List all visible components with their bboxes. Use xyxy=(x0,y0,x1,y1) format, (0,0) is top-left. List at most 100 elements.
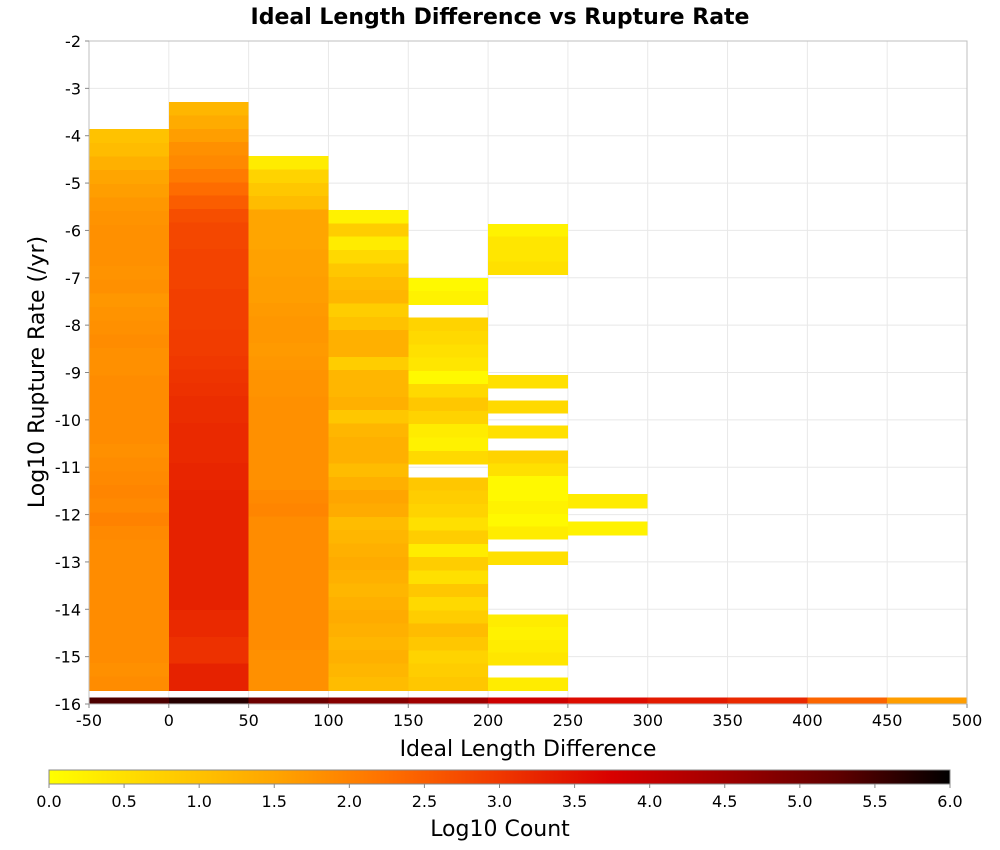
heat-cell xyxy=(89,594,169,609)
heat-cell xyxy=(328,263,409,278)
y-tick-label: -4 xyxy=(65,127,81,146)
heat-cell xyxy=(488,375,568,389)
heat-cell xyxy=(168,436,249,451)
heat-cell xyxy=(248,463,329,478)
heat-cell xyxy=(328,636,409,651)
heat-cell xyxy=(168,302,249,317)
heat-cell xyxy=(248,530,329,544)
colorbar xyxy=(48,769,951,785)
colorbar-tick-label: 1.0 xyxy=(186,792,211,811)
heat-cell xyxy=(328,463,409,478)
heat-cell xyxy=(89,580,169,596)
colorbar-tick-label: 2.0 xyxy=(337,792,362,811)
heat-cell xyxy=(89,211,169,226)
heat-cell xyxy=(248,476,329,491)
heat-cell xyxy=(408,477,489,492)
x-tick-label: 50 xyxy=(238,711,258,730)
x-tick-label: 350 xyxy=(712,711,743,730)
heat-cell xyxy=(328,210,409,225)
heat-cell xyxy=(328,396,409,411)
heat-cell xyxy=(328,596,409,611)
heat-cell-bottom-row xyxy=(168,697,249,704)
heat-cell xyxy=(248,383,329,398)
heat-cell xyxy=(89,197,169,212)
heat-cell xyxy=(168,463,249,477)
heat-cell xyxy=(89,307,169,322)
heat-cell xyxy=(168,168,249,183)
heat-cell xyxy=(168,422,249,437)
heat-cell xyxy=(328,676,409,691)
heat-cell xyxy=(168,249,249,264)
heat-cell xyxy=(488,261,568,275)
heat-cell xyxy=(168,222,249,237)
y-tick-label: -13 xyxy=(55,553,81,572)
heat-cell xyxy=(89,621,169,637)
heat-cell-bottom-row xyxy=(248,697,329,704)
heat-cell xyxy=(328,650,409,665)
heat-cell-bottom-row xyxy=(727,697,808,704)
x-tick-label: 400 xyxy=(792,711,823,730)
heat-cell xyxy=(89,265,169,281)
colorbar-tick-label: 3.0 xyxy=(487,792,512,811)
heat-cell xyxy=(168,275,249,290)
x-tick-label: 300 xyxy=(632,711,663,730)
colorbar-tick-label: 2.5 xyxy=(412,792,437,811)
heat-cell xyxy=(248,169,329,184)
heat-cell xyxy=(248,556,329,571)
heat-cell xyxy=(328,250,409,265)
heat-cell xyxy=(168,315,249,330)
heat-cell xyxy=(488,450,568,464)
heat-cell xyxy=(89,402,169,418)
heat-cell xyxy=(168,409,249,424)
heat-cell xyxy=(248,516,329,531)
heat-cell xyxy=(328,556,409,571)
heat-cell xyxy=(408,570,489,585)
y-tick-label: -5 xyxy=(65,174,81,193)
heat-cell-bottom-row xyxy=(807,697,888,704)
heat-cell xyxy=(168,623,249,638)
colorbar-tick-label: 0.5 xyxy=(111,792,136,811)
heat-cell xyxy=(89,416,169,431)
colorbar-label: Log10 Count xyxy=(430,817,570,842)
heat-cell xyxy=(248,316,329,331)
heat-cell xyxy=(567,521,648,536)
heat-cell-bottom-row xyxy=(567,697,648,704)
heat-cell xyxy=(408,410,489,425)
heat-cell xyxy=(328,356,409,371)
heat-cell xyxy=(408,344,489,359)
heatmap-cells xyxy=(89,102,967,704)
heat-cell xyxy=(248,262,329,277)
heat-cell xyxy=(488,236,568,250)
heat-cell xyxy=(408,291,489,305)
colorbar-tick-label: 4.5 xyxy=(712,792,737,811)
heat-cell xyxy=(248,369,329,384)
y-tick-label: -14 xyxy=(55,600,81,619)
heat-cell xyxy=(89,649,169,664)
heat-cell xyxy=(488,223,568,238)
heat-cell xyxy=(248,409,329,424)
heat-cell xyxy=(248,356,329,371)
heat-cell xyxy=(488,551,568,565)
heat-cell xyxy=(168,676,249,691)
heat-cell xyxy=(248,249,329,264)
heat-cell xyxy=(408,637,489,651)
x-axis-label: Ideal Length Difference xyxy=(400,737,657,762)
heat-cell xyxy=(89,389,169,404)
heat-cell-bottom-row xyxy=(408,697,489,704)
heat-cell xyxy=(328,410,409,425)
x-tick-label: 200 xyxy=(473,711,504,730)
heat-cell xyxy=(488,526,568,540)
heat-cell xyxy=(89,348,169,363)
x-tick-label: 450 xyxy=(872,711,903,730)
heat-cell xyxy=(89,129,169,144)
colorbar-tick-label: 6.0 xyxy=(937,792,962,811)
heat-cell xyxy=(89,430,169,445)
heat-cell xyxy=(408,663,489,678)
heat-cell xyxy=(89,539,169,554)
heat-cell xyxy=(168,128,249,143)
heat-cell xyxy=(567,494,648,509)
heat-cell xyxy=(248,610,329,625)
heat-cell xyxy=(408,650,489,665)
heat-cell xyxy=(168,610,249,625)
